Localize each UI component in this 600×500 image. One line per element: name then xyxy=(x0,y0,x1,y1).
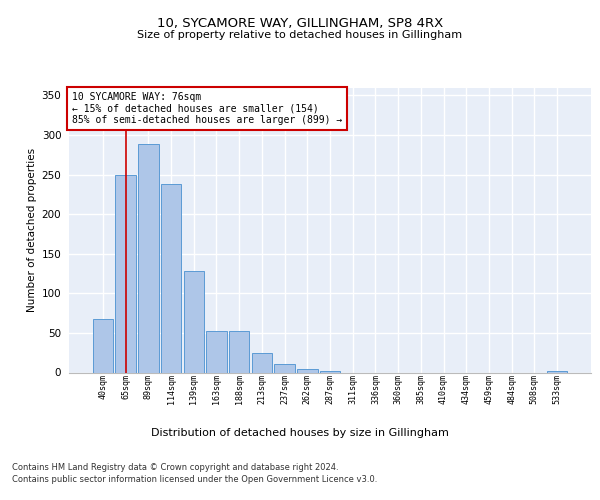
Text: 10, SYCAMORE WAY, GILLINGHAM, SP8 4RX: 10, SYCAMORE WAY, GILLINGHAM, SP8 4RX xyxy=(157,18,443,30)
Text: Size of property relative to detached houses in Gillingham: Size of property relative to detached ho… xyxy=(137,30,463,40)
Bar xyxy=(320,371,340,372)
Text: Contains HM Land Registry data © Crown copyright and database right 2024.: Contains HM Land Registry data © Crown c… xyxy=(12,462,338,471)
Bar xyxy=(297,368,317,372)
Text: 10 SYCAMORE WAY: 76sqm
← 15% of detached houses are smaller (154)
85% of semi-de: 10 SYCAMORE WAY: 76sqm ← 15% of detached… xyxy=(71,92,342,125)
Bar xyxy=(138,144,158,372)
Bar xyxy=(547,371,567,372)
Bar xyxy=(184,271,204,372)
Bar xyxy=(274,364,295,372)
Bar xyxy=(115,174,136,372)
Bar xyxy=(251,352,272,372)
Bar xyxy=(229,330,250,372)
Y-axis label: Number of detached properties: Number of detached properties xyxy=(28,148,37,312)
Bar xyxy=(93,318,113,372)
Text: Contains public sector information licensed under the Open Government Licence v3: Contains public sector information licen… xyxy=(12,475,377,484)
Bar xyxy=(206,330,227,372)
Bar xyxy=(161,184,181,372)
Text: Distribution of detached houses by size in Gillingham: Distribution of detached houses by size … xyxy=(151,428,449,438)
